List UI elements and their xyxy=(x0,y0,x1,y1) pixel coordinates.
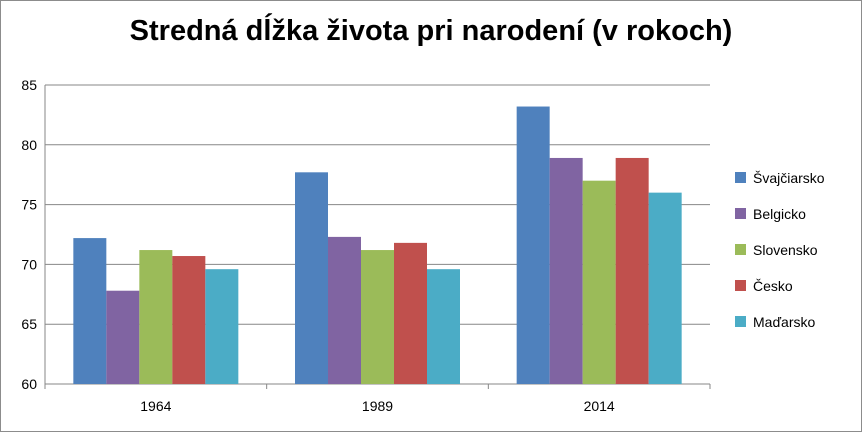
bar xyxy=(427,269,460,384)
legend-swatch xyxy=(735,172,746,183)
bar xyxy=(205,269,239,384)
y-tick-label: 85 xyxy=(21,77,37,93)
legend-label: Česko xyxy=(753,278,793,294)
bar xyxy=(73,238,107,384)
bar xyxy=(549,157,583,384)
chart-title: Stredná dĺžka života pri narodení (v rok… xyxy=(129,15,733,47)
x-tick-label: 1989 xyxy=(362,398,393,414)
y-tick-label: 60 xyxy=(21,376,37,392)
y-tick-label: 70 xyxy=(21,256,37,272)
legend-label: Slovensko xyxy=(753,242,818,258)
legend-swatch xyxy=(735,244,746,255)
legend-swatch xyxy=(735,316,746,327)
bar xyxy=(394,242,427,384)
y-tick-label: 65 xyxy=(21,316,37,332)
bar xyxy=(328,236,361,384)
legend-label: Maďarsko xyxy=(753,314,816,330)
bar xyxy=(361,250,394,384)
bar xyxy=(648,192,682,384)
x-tick-label: 2014 xyxy=(584,398,615,414)
legend-label: Belgicko xyxy=(753,206,806,222)
y-tick-label: 75 xyxy=(21,197,37,213)
legend-swatch xyxy=(735,280,746,291)
bar xyxy=(106,290,140,384)
bar xyxy=(295,172,328,384)
bar xyxy=(139,250,173,384)
legend-label: Švajčiarsko xyxy=(753,170,825,186)
bar xyxy=(615,157,649,384)
x-tick-label: 1964 xyxy=(140,398,171,414)
legend-swatch xyxy=(735,208,746,219)
y-tick-label: 80 xyxy=(21,137,37,153)
bar xyxy=(582,180,616,384)
bar xyxy=(172,256,206,384)
bar xyxy=(516,106,550,384)
